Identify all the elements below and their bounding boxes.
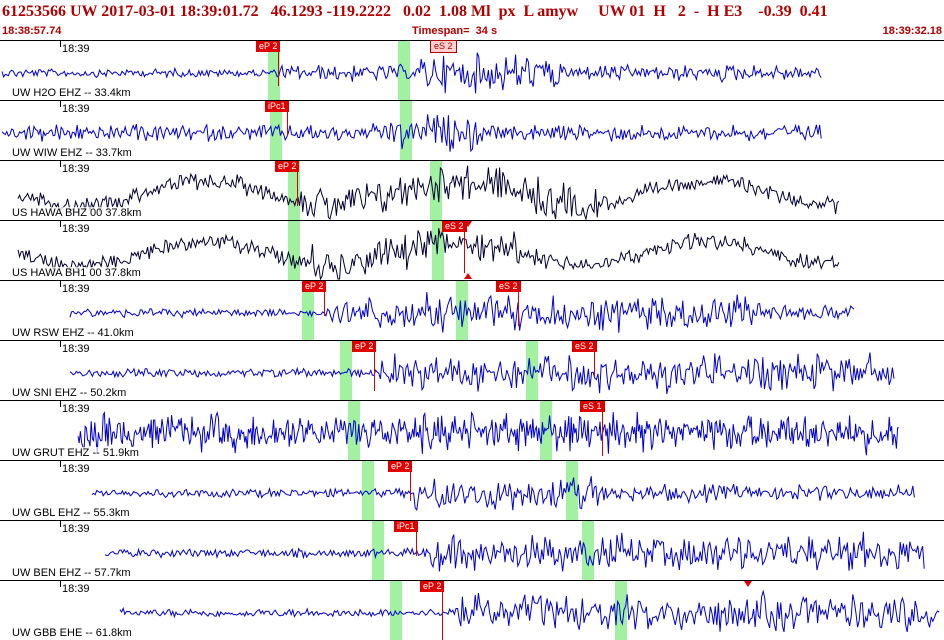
time-tick xyxy=(60,341,61,347)
phase-window xyxy=(582,521,594,580)
waveform xyxy=(17,165,840,220)
seismogram-panel[interactable]: 18:39 iPc1 UW BEN EHZ -- 57.7km xyxy=(0,520,944,580)
station-label: UW WIW EHZ -- 33.7km xyxy=(10,147,134,159)
phase-window xyxy=(270,101,282,160)
pick-label[interactable]: iPc1 xyxy=(265,101,289,112)
pick-line xyxy=(594,341,595,376)
event-header: 61253566 UW 2017-03-01 18:39:01.72 46.12… xyxy=(0,0,944,40)
seismogram-panels[interactable]: 18:39 eP 2 UW H2O EHZ -- 33.4km 18:39 iPc1 UW… xyxy=(0,40,944,640)
station-label: UW BEN EHZ -- 57.7km xyxy=(10,567,133,579)
phase-window xyxy=(526,341,538,400)
pick-label[interactable]: eP 2 xyxy=(352,341,377,352)
phase-window xyxy=(302,281,314,340)
station-label: UW GBL EHZ -- 55.3km xyxy=(10,507,132,519)
time-label: 18:39 xyxy=(62,103,90,115)
waveform xyxy=(104,531,925,572)
phase-window xyxy=(362,461,374,520)
station-label: US HAWA BHZ 00 37.8km xyxy=(10,207,144,219)
waveform xyxy=(69,352,895,394)
station-label: UW H2O EHZ -- 33.4km xyxy=(10,87,133,99)
pick-line xyxy=(518,281,519,326)
pick-label[interactable]: eS 2 xyxy=(442,221,467,232)
waveform xyxy=(1,52,822,94)
pick-line xyxy=(287,101,288,136)
pick-label[interactable]: eP 2 xyxy=(302,281,327,292)
time-label: 18:39 xyxy=(62,463,90,475)
seismogram-panel[interactable]: 18:39 eS 2 US HAWA BH1 00 37.8km xyxy=(0,220,944,280)
arrival-marker-icon xyxy=(464,273,472,279)
seismogram-panel[interactable]: 18:39 eS 1 UW GRUT EHZ -- 51.9km xyxy=(0,400,944,460)
seismogram-panel[interactable]: 18:39 eP 2 US HAWA BHZ 00 37.8km xyxy=(0,160,944,220)
phase-window xyxy=(456,281,468,340)
waveform xyxy=(77,410,899,456)
time-tick xyxy=(60,461,61,467)
pick-label[interactable]: eP 2 xyxy=(388,461,413,472)
seismogram-panel[interactable]: 18:39 iPc1 UW WIW EHZ -- 33.7km xyxy=(0,100,944,160)
time-tick xyxy=(60,101,61,107)
pick-line xyxy=(374,341,375,391)
time-tick xyxy=(60,221,61,227)
time-label: 18:39 xyxy=(62,523,90,535)
time-label: 18:39 xyxy=(62,163,90,175)
station-label: UW RSW EHZ -- 41.0km xyxy=(10,327,136,339)
end-time: 18:39:32.18 xyxy=(882,25,942,37)
time-label: 18:39 xyxy=(62,583,90,595)
timespan-label: Timespan= 34 s xyxy=(412,25,498,37)
waveform xyxy=(69,292,855,333)
phase-window xyxy=(340,341,352,400)
time-tick xyxy=(60,581,61,587)
pick-label[interactable]: iPc1 xyxy=(394,521,418,532)
pick-line xyxy=(442,581,443,640)
phase-window xyxy=(372,521,384,580)
pick-line xyxy=(297,161,298,206)
pick-line xyxy=(602,401,603,456)
seismogram-panel[interactable]: 18:39 eP 2 UW GBL EHZ -- 55.3km xyxy=(0,460,944,520)
phase-window xyxy=(348,401,360,460)
pick-label[interactable]: eS 2 xyxy=(430,40,457,53)
arrival-marker-icon xyxy=(744,581,752,587)
pick-label[interactable]: eS 2 xyxy=(496,281,521,292)
time-label: 18:39 xyxy=(62,283,90,295)
pick-label[interactable]: eS 2 xyxy=(572,341,597,352)
pick-line xyxy=(416,521,417,556)
pick-label[interactable]: eP 2 xyxy=(275,161,300,172)
seismogram-panel[interactable]: 18:39 eP 2 eS 2 UW SNI EHZ -- 50.2km xyxy=(0,340,944,400)
time-label: 18:39 xyxy=(62,223,90,235)
waveform xyxy=(119,589,940,633)
station-label: UW GRUT EHZ -- 51.9km xyxy=(10,447,141,459)
time-tick xyxy=(60,281,61,287)
phase-window xyxy=(615,581,627,640)
time-tick xyxy=(60,401,61,407)
start-time: 18:38:57.74 xyxy=(2,25,62,37)
time-label: 18:39 xyxy=(62,403,90,415)
station-label: UW SNI EHZ -- 50.2km xyxy=(10,387,129,399)
time-label: 18:39 xyxy=(62,43,90,55)
phase-window xyxy=(390,581,402,640)
pick-label[interactable]: eP 2 xyxy=(256,41,281,52)
waveform xyxy=(1,114,822,153)
pick-line xyxy=(410,461,411,501)
arrival-marker-icon xyxy=(464,221,472,227)
time-tick xyxy=(60,41,61,47)
pick-line xyxy=(464,221,465,273)
pick-label[interactable]: eP 2 xyxy=(420,581,445,592)
seismogram-panel[interactable]: 18:39 eP 2 UW H2O EHZ -- 33.4km xyxy=(0,40,944,100)
waveform xyxy=(17,228,840,280)
seismogram-panel[interactable]: 18:39 eP 2 UW GBB EHE -- 61.8km xyxy=(0,580,944,640)
station-label: UW GBB EHE -- 61.8km xyxy=(10,627,134,639)
pick-line xyxy=(278,41,279,86)
time-label: 18:39 xyxy=(62,343,90,355)
pick-line xyxy=(324,281,325,316)
waveform xyxy=(91,476,915,512)
time-tick xyxy=(60,521,61,527)
phase-window xyxy=(430,161,442,220)
phase-window xyxy=(566,461,578,520)
station-label: US HAWA BH1 00 37.8km xyxy=(10,267,143,279)
pick-label[interactable]: eS 1 xyxy=(580,401,605,412)
seismogram-panel[interactable]: 18:39 eP 2 eS 2 UW RSW EHZ -- 41.0km xyxy=(0,280,944,340)
event-title: 61253566 UW 2017-03-01 18:39:01.72 46.12… xyxy=(2,3,828,20)
time-tick xyxy=(60,161,61,167)
phase-window xyxy=(288,221,300,280)
